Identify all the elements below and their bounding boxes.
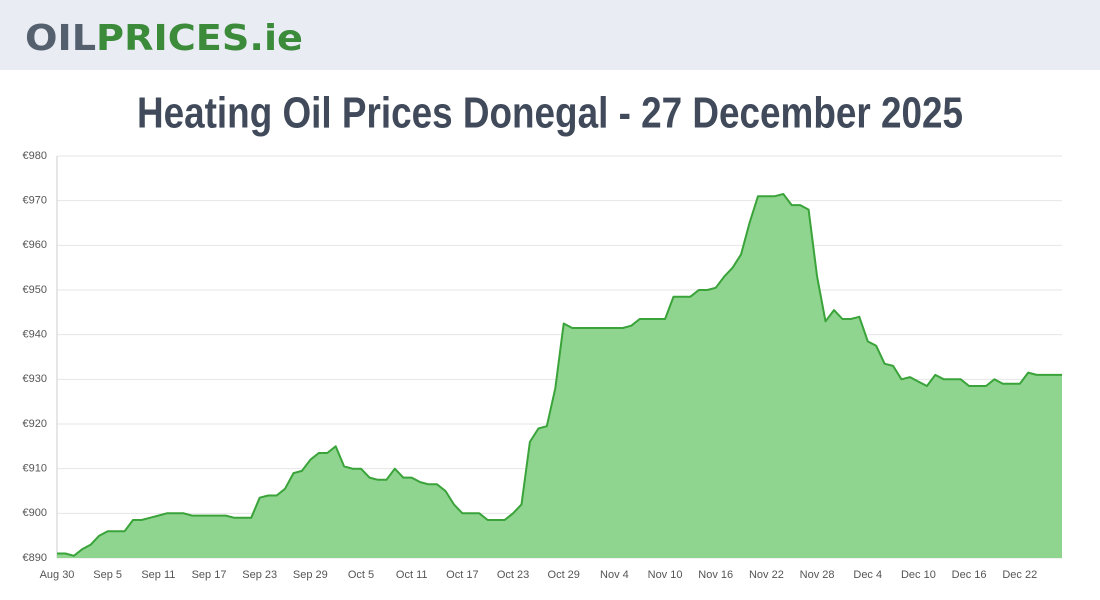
y-tick-label: €920 (23, 418, 47, 430)
x-tick-label: Nov 22 (749, 569, 784, 581)
x-tick-label: Dec 10 (901, 569, 936, 581)
x-tick-label: Oct 17 (446, 569, 478, 581)
y-tick-label: €910 (23, 463, 47, 475)
x-tick-label: Nov 28 (800, 569, 835, 581)
x-tick-label: Dec 22 (1002, 569, 1037, 581)
y-tick-label: €890 (23, 552, 47, 564)
x-tick-label: Oct 23 (497, 569, 529, 581)
y-tick-label: €930 (23, 373, 47, 385)
x-tick-label: Sep 11 (141, 569, 175, 581)
x-tick-label: Sep 29 (293, 569, 328, 581)
line (57, 193, 1062, 557)
plot: €890 €900 €910 €920 €930 €940 €950 €960 €970 €980… (23, 150, 1062, 581)
y-tick-label: €940 (23, 329, 47, 341)
logo-main: OIL (25, 18, 96, 59)
x-tick-label: Oct 5 (348, 569, 374, 581)
x-tick-label: Nov 16 (698, 569, 733, 581)
x-tick-label: Sep 5 (93, 569, 122, 581)
x-tick-label: Oct 11 (396, 569, 428, 581)
y-tick-label: €900 (23, 507, 47, 519)
logo-accent: PRICES.ie (96, 18, 303, 59)
header-bar (0, 0, 1100, 70)
x-tick-label: Dec 16 (952, 569, 987, 581)
x-tick-label: Nov 10 (648, 569, 683, 581)
y-tick-label: €970 (23, 195, 47, 207)
area (57, 194, 1062, 558)
x-tick-label: Sep 17 (192, 569, 227, 581)
y-tick-label: €950 (23, 284, 47, 296)
logo[interactable]: OIL PRICES.ie (25, 18, 303, 59)
y-tick-label: €960 (23, 239, 47, 251)
x-tick-label: Nov 4 (600, 569, 629, 581)
x-tick-label: Aug 30 (40, 569, 75, 581)
x-tick-label: Oct 29 (548, 569, 580, 581)
chart-title: Heating Oil Prices Donegal - 27 December… (137, 89, 963, 138)
x-tick-label: Dec 4 (853, 569, 882, 581)
y-tick-label: €980 (23, 150, 47, 162)
x-tick-label: Sep 23 (242, 569, 277, 581)
